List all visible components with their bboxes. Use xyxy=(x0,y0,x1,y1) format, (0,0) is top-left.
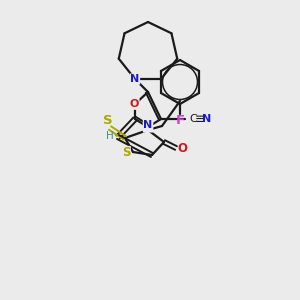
Text: N: N xyxy=(143,120,153,130)
Text: ≡: ≡ xyxy=(195,112,206,125)
Text: F: F xyxy=(176,115,184,128)
Text: H: H xyxy=(106,131,114,141)
Text: N: N xyxy=(143,122,153,132)
Text: O: O xyxy=(129,99,139,109)
Text: N: N xyxy=(202,114,211,124)
Text: O: O xyxy=(177,142,187,154)
Text: S: S xyxy=(103,113,113,127)
Text: C: C xyxy=(189,114,197,124)
Text: N: N xyxy=(130,74,140,84)
Text: S: S xyxy=(122,146,130,160)
